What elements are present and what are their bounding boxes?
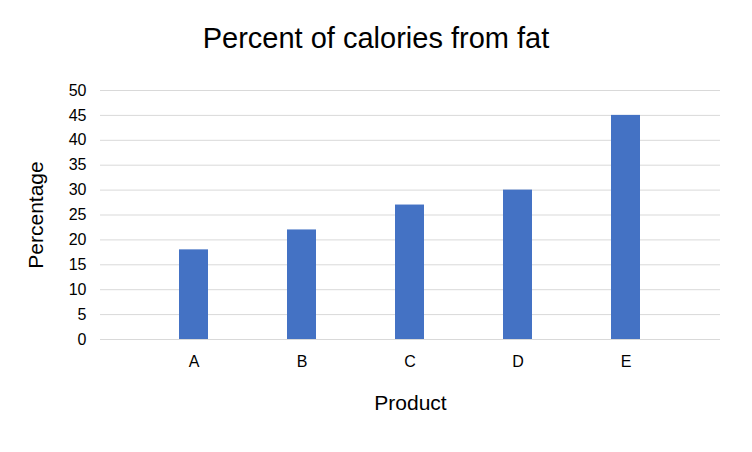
svg-text:5: 5 bbox=[78, 306, 87, 323]
html-text:Percent of calories from fat: Percent of calories from fat bbox=[202, 22, 550, 54]
svg-text:25: 25 bbox=[69, 206, 87, 223]
svg-text:0: 0 bbox=[78, 331, 87, 348]
svg-text:E: E bbox=[621, 353, 632, 370]
svg-text:45: 45 bbox=[69, 107, 87, 124]
svg-text:15: 15 bbox=[69, 256, 87, 273]
svg-text:35: 35 bbox=[69, 156, 87, 173]
svg-text:Percentage: Percentage bbox=[24, 161, 47, 268]
svg-text:B: B bbox=[297, 353, 308, 370]
svg-text:A: A bbox=[189, 353, 200, 370]
svg-text:C: C bbox=[404, 353, 416, 370]
svg-text:D: D bbox=[512, 353, 524, 370]
svg-text:40: 40 bbox=[69, 131, 87, 148]
svg-text:Product: Product bbox=[374, 391, 447, 414]
svg-text:10: 10 bbox=[69, 281, 87, 298]
svg-text:20: 20 bbox=[69, 231, 87, 248]
svg-text:50: 50 bbox=[69, 82, 87, 99]
svg-text:30: 30 bbox=[69, 181, 87, 198]
